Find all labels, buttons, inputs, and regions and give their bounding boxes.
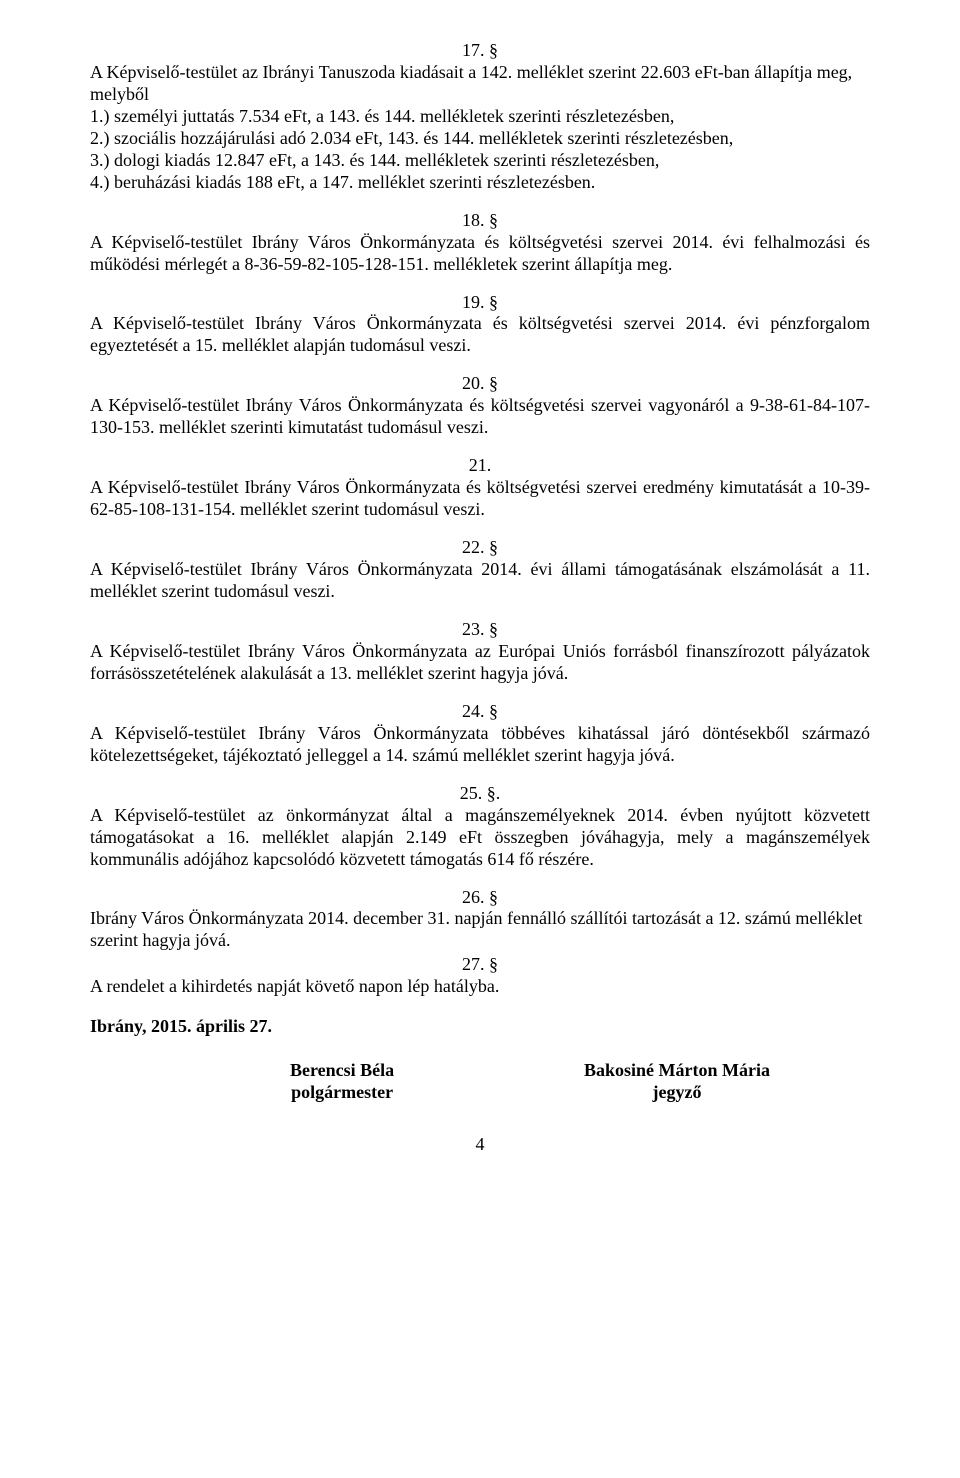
section-22-number: 22. § [90, 537, 870, 559]
section-17-text: A Képviselő-testület az Ibrányi Tanuszod… [90, 62, 870, 194]
section-22-text: A Képviselő-testület Ibrány Város Önkorm… [90, 559, 870, 603]
section-23-text: A Képviselő-testület Ibrány Város Önkorm… [90, 641, 870, 685]
section-26-number: 26. § [90, 887, 870, 909]
signature-right-name: Bakosiné Márton Mária [584, 1060, 770, 1082]
signature-left-title: polgármester [290, 1082, 394, 1104]
section-20-number: 20. § [90, 373, 870, 395]
section-26-text: Ibrány Város Önkormányzata 2014. decembe… [90, 908, 870, 952]
document-date: Ibrány, 2015. április 27. [90, 1016, 870, 1038]
section-24-number: 24. § [90, 701, 870, 723]
section-18-number: 18. § [90, 210, 870, 232]
section-20-text: A Képviselő-testület Ibrány Város Önkorm… [90, 395, 870, 439]
signature-right-title: jegyző [584, 1082, 770, 1104]
section-25-text: A Képviselő-testület az önkormányzat ált… [90, 805, 870, 871]
section-23-number: 23. § [90, 619, 870, 641]
section-18-text: A Képviselő-testület Ibrány Város Önkorm… [90, 232, 870, 276]
page-number: 4 [90, 1134, 870, 1156]
section-17-number: 17. § [90, 40, 870, 62]
section-21-text: A Képviselő-testület Ibrány Város Önkorm… [90, 477, 870, 521]
section-27-number: 27. § [90, 954, 870, 976]
section-25-number: 25. §. [90, 783, 870, 805]
signature-left: Berencsi Béla polgármester [290, 1060, 394, 1104]
signature-right: Bakosiné Márton Mária jegyző [584, 1060, 770, 1104]
document-page: 17. § A Képviselő-testület az Ibrányi Ta… [0, 0, 960, 1478]
section-27-text: A rendelet a kihirdetés napját követő na… [90, 976, 870, 998]
signature-left-name: Berencsi Béla [290, 1060, 394, 1082]
section-19-text: A Képviselő-testület Ibrány Város Önkorm… [90, 313, 870, 357]
section-19-number: 19. § [90, 292, 870, 314]
signature-row: Berencsi Béla polgármester Bakosiné Márt… [90, 1060, 870, 1104]
section-24-text: A Képviselő-testület Ibrány Város Önkorm… [90, 723, 870, 767]
section-21-number: 21. [90, 455, 870, 477]
